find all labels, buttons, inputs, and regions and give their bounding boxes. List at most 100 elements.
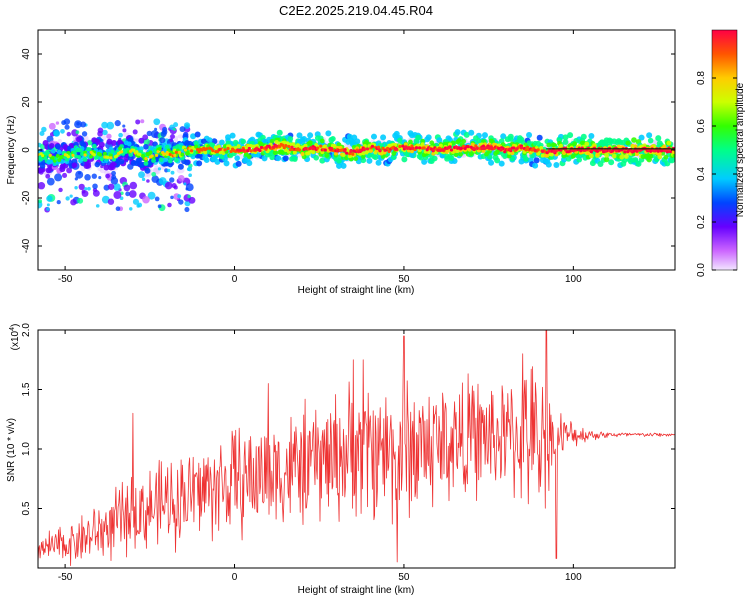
- heatmap-peak-cell: [540, 149, 544, 153]
- heatmap-scatter-cell: [66, 131, 72, 137]
- heatmap-ridge-cell: [588, 153, 594, 159]
- heatmap-scatter-cell: [46, 177, 55, 186]
- snr-y-tick: 1.0: [21, 442, 675, 456]
- heatmap-scatter-cell: [161, 129, 168, 135]
- heatmap-ridge-cell: [274, 140, 279, 145]
- heatmap-scatter-cell: [81, 131, 88, 137]
- heatmap-scatter-cell: [102, 129, 108, 136]
- heatmap-ridge-cell: [468, 129, 475, 136]
- heatmap-scatter-cell: [69, 194, 73, 198]
- heatmap-scatter-cell: [122, 128, 127, 133]
- spectrogram-x-axis-label: Height of straight line (km): [298, 285, 415, 296]
- heatmap-ridge-cell: [120, 150, 124, 154]
- heatmap-ridge-cell: [177, 150, 181, 155]
- heatmap-ridge-cell: [186, 150, 191, 155]
- heatmap-scatter-cell: [157, 204, 162, 209]
- heatmap-ridge-cell: [291, 142, 296, 147]
- heatmap-scatter-cell: [142, 134, 149, 141]
- heatmap-ridge-cell: [449, 148, 454, 152]
- colorbar-tick: 0.4: [696, 167, 737, 181]
- heatmap-peak-cell: [349, 149, 353, 154]
- heatmap-ridge-cell: [180, 152, 185, 157]
- snr-x-tick: -50: [58, 330, 73, 583]
- heatmap-peak-cell: [335, 149, 339, 153]
- heatmap-ridge-cell: [409, 152, 415, 159]
- heatmap-peak-cell: [362, 148, 366, 152]
- heatmap-ridge-cell: [655, 135, 662, 142]
- heatmap-scatter-cell: [173, 122, 179, 128]
- heatmap-ridge-cell: [421, 158, 428, 165]
- heatmap-scatter-cell: [132, 129, 138, 135]
- heatmap-peak-cell: [236, 148, 240, 152]
- heatmap-ridge-cell: [666, 140, 672, 146]
- heatmap-ridge-cell: [77, 155, 82, 160]
- heatmap-ridge-cell: [115, 154, 119, 158]
- heatmap-ridge-cell: [368, 148, 373, 153]
- heatmap-scatter-cell: [122, 124, 126, 128]
- heatmap-scatter-cell: [187, 166, 193, 172]
- heatmap-scatter-cell: [170, 195, 174, 200]
- heatmap-ridge-cell: [324, 153, 330, 158]
- heatmap-ridge-cell: [196, 147, 200, 152]
- heatmap-scatter-cell: [66, 167, 73, 174]
- heatmap-ridge-cell: [240, 138, 247, 145]
- heatmap-ridge-cell: [494, 157, 501, 164]
- heatmap-ridge-cell: [162, 152, 166, 156]
- heatmap-scatter-cell: [129, 207, 133, 211]
- heatmap-scatter-cell: [179, 126, 186, 133]
- heatmap-ridge-cell: [156, 150, 160, 154]
- heatmap-ridge-cell: [153, 148, 158, 153]
- heatmap-scatter-cell: [138, 171, 145, 179]
- heatmap-ridge-cell: [540, 153, 545, 158]
- heatmap-peak-cell: [485, 146, 489, 150]
- heatmap-scatter-cell: [166, 168, 171, 173]
- heatmap-ridge-cell: [138, 152, 142, 156]
- heatmap-ridge-cell: [158, 157, 164, 163]
- heatmap-scatter-cell: [184, 124, 190, 129]
- heatmap-ridge-cell: [508, 136, 514, 142]
- heatmap-scatter-cell: [70, 199, 77, 206]
- colorbar-gradient: [711, 29, 738, 271]
- heatmap-ridge-cell: [189, 149, 194, 153]
- heatmap-ridge-cell: [631, 137, 637, 143]
- heatmap-ridge-cell: [319, 138, 325, 144]
- heatmap-ridge-cell: [354, 138, 361, 145]
- heatmap-ridge-cell: [223, 148, 227, 152]
- heatmap-scatter-cell: [183, 182, 187, 186]
- heatmap-scatter-cell: [185, 183, 194, 192]
- heatmap-ridge-cell: [500, 142, 506, 148]
- heatmap-ridge-cell: [183, 148, 188, 152]
- spectrogram-x-tick: 100: [565, 30, 582, 285]
- heatmap-ridge-cell: [634, 152, 639, 157]
- heatmap-ridge-cell: [118, 158, 125, 165]
- heatmap-ridge-cell: [229, 132, 236, 139]
- heatmap-ridge-cell: [572, 141, 578, 147]
- heatmap-ridge-cell: [307, 132, 314, 139]
- heatmap-ridge-cell: [295, 143, 300, 148]
- heatmap-ridge-cell: [393, 130, 400, 137]
- heatmap-ridge-cell: [143, 161, 149, 166]
- heatmap-ridge-cell: [92, 153, 96, 157]
- spectrogram-y-tick: 40: [21, 48, 675, 60]
- heatmap-ridge-cell: [524, 148, 528, 152]
- snr-x-tick-label: 50: [398, 572, 410, 583]
- heatmap-scatter-cell: [74, 120, 82, 129]
- heatmap-scatter-cell: [106, 133, 112, 139]
- snr-multiplier-label: (x104): [9, 324, 21, 351]
- heatmap-ridge-cell: [545, 153, 550, 158]
- heatmap-ridge-cell: [144, 167, 151, 174]
- heatmap-ridge-cell: [259, 145, 264, 150]
- heatmap-peak-cell: [404, 145, 408, 149]
- heatmap-ridge-cell: [78, 148, 83, 153]
- heatmap-peak-cell: [554, 149, 558, 153]
- heatmap-ridge-cell: [576, 156, 583, 163]
- heatmap-ridge-cell: [366, 152, 373, 159]
- heatmap-ridge-cell: [638, 134, 645, 141]
- heatmap-peak-cell: [343, 149, 347, 153]
- heatmap-ridge-cell: [39, 157, 44, 162]
- heatmap-background-cell: [83, 135, 89, 142]
- heatmap-peak-cell: [519, 146, 524, 150]
- heatmap-scatter-cell: [153, 118, 161, 126]
- heatmap-ridge-cell: [150, 154, 154, 158]
- heatmap-ridge-cell: [662, 144, 667, 149]
